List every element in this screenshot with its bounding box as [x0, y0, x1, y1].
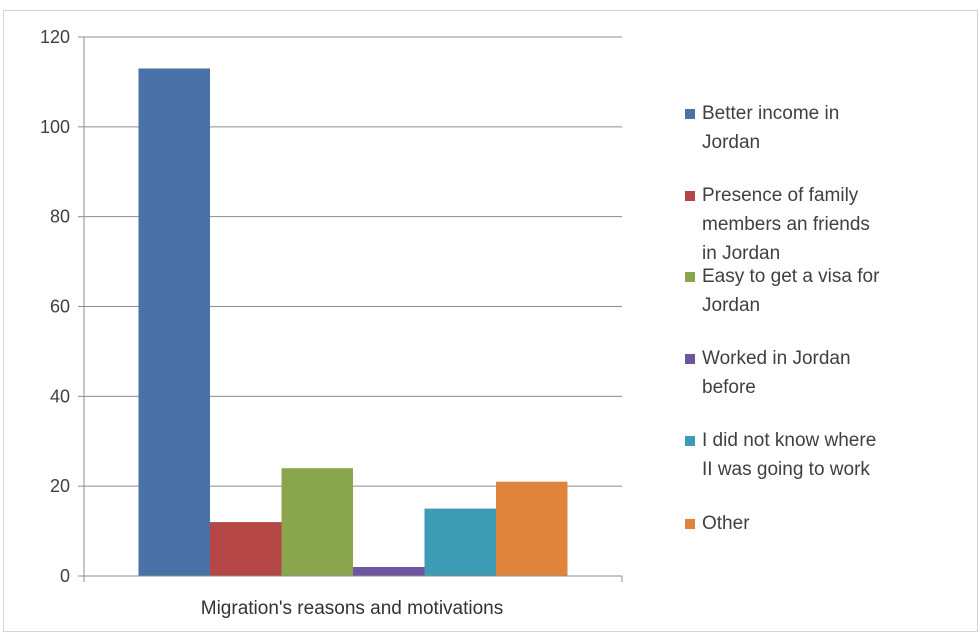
y-tick-labels: 0 20 40 60 80 100 120	[40, 27, 70, 586]
legend-swatch	[685, 109, 695, 119]
legend-label: Jordan	[702, 132, 760, 153]
legend-item: Other	[685, 513, 750, 534]
legend: Better income in Jordan Presence of family…	[685, 103, 880, 534]
legend-swatch	[685, 272, 695, 282]
y-tick-label: 80	[50, 207, 70, 227]
y-tick-label: 60	[50, 297, 70, 317]
legend-label: Other	[702, 513, 750, 534]
legend-item: Presence of family members an friends in J…	[685, 185, 870, 264]
bar-2	[210, 522, 282, 576]
axes	[83, 37, 623, 582]
legend-swatch	[685, 436, 695, 446]
legend-label: Jordan	[702, 295, 760, 316]
legend-label: II was going to work	[702, 459, 870, 480]
bar-3	[281, 468, 353, 576]
legend-swatch	[685, 519, 695, 529]
bars	[138, 68, 568, 577]
y-tick-label: 100	[40, 117, 70, 137]
y-tick-label: 40	[50, 386, 70, 406]
bar-5	[424, 508, 496, 576]
legend-label: in Jordan	[702, 243, 780, 264]
y-tick-label: 20	[50, 476, 70, 496]
legend-label: Better income in	[702, 103, 839, 124]
legend-label: I did not know where	[702, 430, 876, 451]
legend-item: I did not know where II was going to work	[685, 430, 876, 480]
bar-1	[138, 68, 210, 577]
legend-label: members an friends	[702, 214, 870, 235]
legend-swatch	[685, 191, 695, 201]
legend-label: Presence of family	[702, 185, 859, 206]
x-category-label: Migration's reasons and motivations	[201, 598, 504, 619]
y-tick-label: 0	[60, 566, 70, 586]
legend-item: Better income in Jordan	[685, 103, 839, 153]
legend-label: before	[702, 377, 756, 398]
bar-6	[496, 481, 568, 576]
legend-label: Worked in Jordan	[702, 348, 851, 369]
legend-label: Easy to get a visa for	[702, 266, 880, 287]
legend-item: Worked in Jordan before	[685, 348, 851, 398]
y-tick-label: 120	[40, 27, 70, 47]
legend-item: Easy to get a visa for Jordan	[685, 266, 880, 316]
bar-4	[353, 567, 425, 576]
legend-swatch	[685, 354, 695, 364]
